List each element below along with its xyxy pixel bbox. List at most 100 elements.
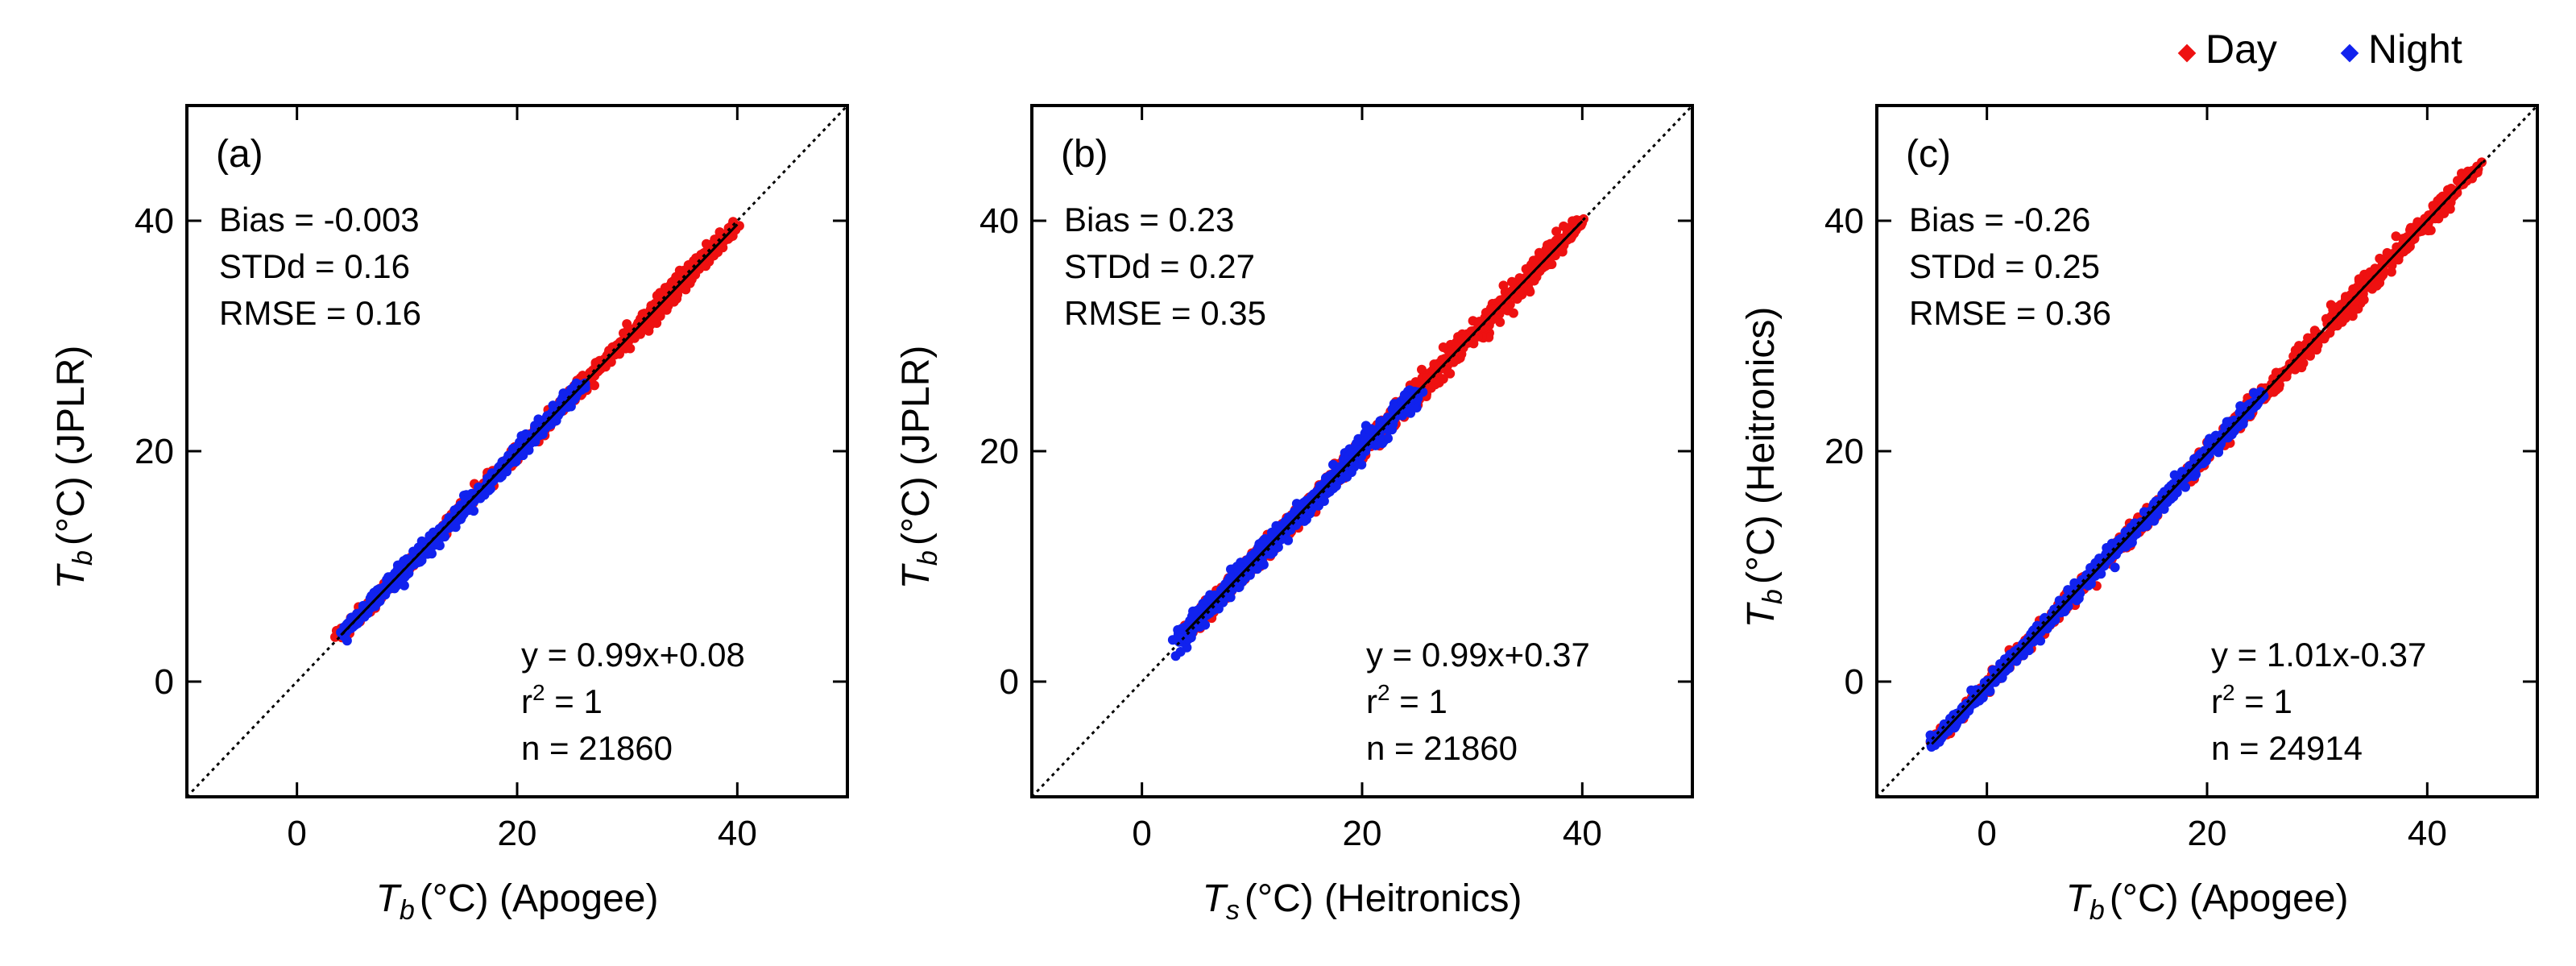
fit-equation: y = 1.01x-0.37 bbox=[2211, 636, 2426, 674]
stat-bias: Bias = -0.26 bbox=[1909, 201, 2090, 238]
data-point bbox=[1484, 332, 1494, 342]
data-point bbox=[2094, 553, 2105, 564]
data-point bbox=[2110, 562, 2120, 573]
data-point bbox=[2337, 317, 2347, 327]
data-point bbox=[1177, 624, 1187, 634]
legend-label-day: Day bbox=[2205, 27, 2277, 72]
y-tick-label: 40 bbox=[979, 201, 1019, 241]
data-point bbox=[1495, 317, 1505, 327]
data-point bbox=[619, 339, 629, 350]
y-axis-title: Tb(°C) (Heitronics) bbox=[1740, 307, 1788, 628]
data-point bbox=[1299, 516, 1310, 526]
data-point bbox=[2391, 231, 2401, 242]
data-point bbox=[1438, 342, 1448, 352]
data-point bbox=[2425, 225, 2436, 235]
data-point bbox=[1498, 280, 1509, 291]
y-tick-label: 40 bbox=[1824, 201, 1864, 241]
data-point bbox=[362, 606, 372, 616]
series-night bbox=[336, 378, 590, 646]
fit-r2: r2 = 1 bbox=[521, 680, 603, 720]
x-tick-label: 40 bbox=[1563, 814, 1602, 853]
legend-marker-day bbox=[2177, 44, 2197, 63]
data-point bbox=[1551, 226, 1562, 237]
data-point bbox=[1266, 527, 1277, 537]
legend: Day Night bbox=[2177, 27, 2462, 72]
series-night bbox=[1167, 385, 1428, 661]
data-point bbox=[1508, 308, 1518, 318]
y-axis-title: Tb(°C) (JPLR) bbox=[895, 346, 943, 590]
y-tick-label: 0 bbox=[1845, 662, 1864, 702]
panel-label: (b) bbox=[1061, 133, 1108, 176]
data-point bbox=[2350, 305, 2360, 315]
data-point bbox=[615, 349, 624, 359]
x-tick-label: 0 bbox=[287, 814, 306, 853]
x-tick-label: 20 bbox=[498, 814, 537, 853]
x-tick-label: 0 bbox=[1977, 814, 1996, 853]
data-point bbox=[1365, 425, 1375, 435]
y-tick-label: 0 bbox=[1000, 662, 1019, 702]
fit-n: n = 21860 bbox=[521, 729, 673, 767]
stat-stdd: STDd = 0.16 bbox=[219, 247, 410, 285]
data-point bbox=[1410, 377, 1421, 388]
data-point bbox=[399, 580, 409, 591]
data-point bbox=[1331, 481, 1341, 491]
data-point bbox=[2296, 363, 2307, 373]
data-point bbox=[1534, 251, 1545, 261]
data-point bbox=[689, 255, 699, 266]
data-point bbox=[1438, 374, 1448, 384]
chart-panel-2: 0 20 40 0 20 40 Ts (°C) (Heitronics) Tb(°C) (JPL… bbox=[895, 104, 1694, 926]
data-point bbox=[464, 494, 474, 504]
fit-equation: y = 0.99x+0.08 bbox=[521, 636, 745, 674]
legend-label-night: Night bbox=[2368, 27, 2462, 72]
panel-label: (c) bbox=[1906, 133, 1951, 176]
data-point bbox=[620, 329, 631, 339]
data-point bbox=[1225, 592, 1236, 603]
x-tick-label: 20 bbox=[1343, 814, 1382, 853]
data-point bbox=[2142, 520, 2151, 531]
data-point bbox=[371, 592, 381, 602]
x-axis-title: Tb (°C) (Apogee) bbox=[376, 877, 659, 926]
legend-marker-night bbox=[2340, 44, 2359, 63]
data-point bbox=[1545, 238, 1555, 249]
data-point bbox=[2375, 253, 2385, 263]
y-tick-label: 40 bbox=[135, 201, 174, 241]
data-point bbox=[2159, 504, 2169, 514]
fit-n: n = 24914 bbox=[2211, 729, 2363, 767]
fit-n: n = 21860 bbox=[1366, 729, 1518, 767]
stat-bias: Bias = 0.23 bbox=[1064, 201, 1234, 238]
fit-r2: r2 = 1 bbox=[2211, 680, 2292, 720]
data-point bbox=[449, 515, 459, 525]
data-point bbox=[1175, 647, 1186, 657]
data-point bbox=[1445, 368, 1456, 379]
y-tick-label: 20 bbox=[979, 432, 1019, 471]
x-tick-label: 20 bbox=[2188, 814, 2227, 853]
stat-bias: Bias = -0.003 bbox=[219, 201, 420, 238]
data-point bbox=[1544, 259, 1555, 270]
stat-stdd: STDd = 0.25 bbox=[1909, 247, 2100, 285]
data-point bbox=[415, 557, 425, 567]
data-point bbox=[1188, 607, 1199, 617]
stat-rmse: RMSE = 0.16 bbox=[219, 294, 421, 332]
data-point bbox=[656, 288, 667, 298]
stat-rmse: RMSE = 0.35 bbox=[1064, 294, 1266, 332]
data-point bbox=[1507, 276, 1517, 287]
data-point bbox=[2305, 350, 2315, 361]
y-tick-label: 20 bbox=[135, 432, 174, 471]
x-tick-label: 0 bbox=[1132, 814, 1151, 853]
fit-equation: y = 0.99x+0.37 bbox=[1366, 636, 1590, 674]
panel-label: (a) bbox=[216, 133, 263, 176]
data-point bbox=[414, 546, 425, 557]
x-axis-title: Ts (°C) (Heitronics) bbox=[1203, 877, 1522, 926]
x-tick-label: 40 bbox=[2408, 814, 2447, 853]
y-axis-title: Tb(°C) (JPLR) bbox=[50, 346, 98, 590]
stat-stdd: STDd = 0.27 bbox=[1064, 247, 1255, 285]
x-axis-title: Tb (°C) (Apogee) bbox=[2066, 877, 2349, 926]
data-point bbox=[1183, 634, 1194, 645]
data-point bbox=[1557, 247, 1568, 257]
x-tick-label: 40 bbox=[718, 814, 757, 853]
fit-r2: r2 = 1 bbox=[1366, 680, 1447, 720]
data-point bbox=[562, 402, 573, 413]
